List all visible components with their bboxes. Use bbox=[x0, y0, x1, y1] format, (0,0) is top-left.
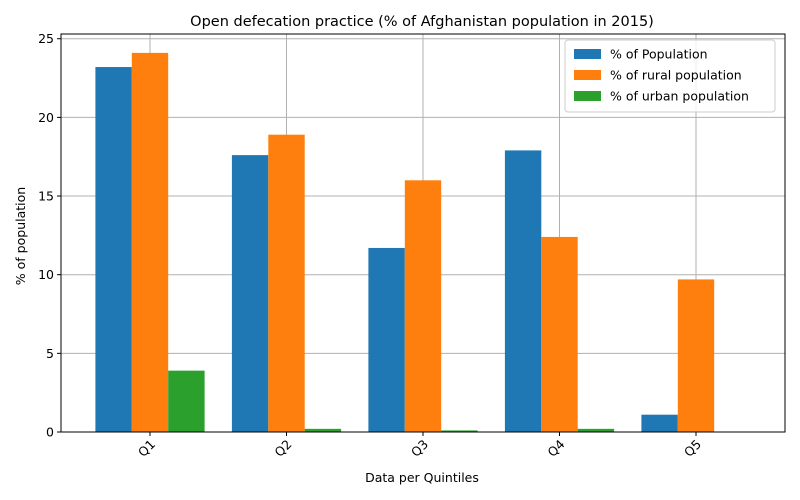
y-tick-label: 10 bbox=[38, 267, 54, 282]
x-axis-ticks: Q1 Q2 Q3 Q4 Q5 bbox=[135, 432, 704, 460]
y-tick-label: 5 bbox=[46, 346, 54, 361]
legend-label: % of Population bbox=[610, 47, 708, 62]
y-tick-label: 15 bbox=[38, 189, 54, 204]
bar bbox=[641, 414, 678, 432]
y-tick-label: 25 bbox=[38, 31, 54, 46]
bar bbox=[404, 180, 442, 432]
x-tick-label: Q3 bbox=[408, 437, 431, 460]
legend-swatch bbox=[574, 49, 601, 59]
y-axis-ticks: 0 5 10 15 20 25 bbox=[38, 31, 61, 440]
bar bbox=[95, 67, 132, 432]
x-tick-label: Q5 bbox=[681, 437, 704, 460]
x-axis-label: Data per Quintiles bbox=[365, 470, 479, 485]
legend-label: % of urban population bbox=[610, 89, 749, 104]
bar bbox=[131, 52, 169, 432]
bar bbox=[541, 236, 578, 432]
x-tick-label: Q4 bbox=[544, 436, 567, 459]
bar bbox=[231, 155, 269, 432]
legend-label: % of rural population bbox=[610, 68, 742, 83]
y-tick-label: 20 bbox=[38, 110, 54, 125]
y-axis-label: % of population bbox=[13, 187, 28, 285]
bar bbox=[368, 247, 405, 432]
bar bbox=[441, 430, 478, 432]
bar bbox=[168, 370, 205, 432]
x-tick-label: Q2 bbox=[271, 437, 294, 460]
bars bbox=[95, 52, 715, 432]
bar bbox=[577, 428, 615, 432]
legend-box bbox=[564, 39, 776, 113]
bar bbox=[677, 279, 715, 432]
legend-swatch bbox=[574, 91, 601, 101]
bar bbox=[304, 428, 342, 432]
legend-swatch bbox=[574, 70, 601, 80]
legend: % of Population % of rural population % of… bbox=[564, 39, 776, 113]
x-tick-label: Q1 bbox=[135, 437, 158, 460]
bar bbox=[268, 134, 305, 432]
y-tick-label: 0 bbox=[46, 425, 54, 440]
chart-title: Open defecation practice (% of Afghanist… bbox=[190, 14, 654, 30]
bar bbox=[504, 150, 542, 432]
